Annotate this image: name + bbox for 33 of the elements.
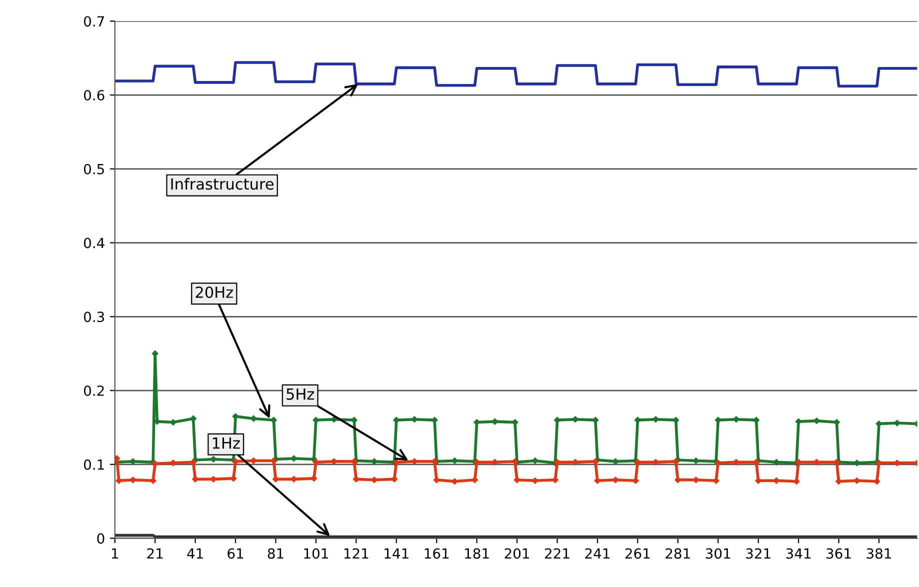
x-tick-label: 341 (786, 548, 810, 559)
x-tick-label: 261 (625, 548, 650, 559)
annotation: 1Hz (212, 437, 240, 449)
x-tick-label: 241 (585, 548, 610, 559)
line-series (114, 61, 918, 88)
annotation: 20Hz (196, 286, 233, 298)
y-tick-label: 0 (97, 533, 104, 544)
x-tick-label: 181 (465, 548, 489, 559)
y-tick-label: 0.7 (84, 16, 104, 27)
x-tick-label: 321 (746, 548, 770, 559)
x-tick-label: 361 (826, 548, 851, 559)
x-tick-label: 121 (344, 548, 368, 559)
annotation: Infrastructure (171, 178, 274, 190)
y-tick-label: 0.4 (84, 238, 104, 248)
x-tick-label: 301 (706, 548, 730, 559)
x-tick-label: 61 (228, 548, 244, 559)
x-tick-label: 81 (268, 548, 284, 559)
y-tick-label: 0.6 (84, 90, 104, 100)
x-tick-label: 41 (187, 548, 203, 559)
x-tick-label: 381 (866, 548, 891, 559)
x-tick-label: 161 (424, 548, 449, 559)
annotation: 5Hz (286, 388, 314, 400)
x-tick-label: 21 (147, 548, 163, 559)
y-tick-label: 0.3 (84, 312, 104, 322)
y-tick-label: 0.5 (84, 164, 104, 174)
x-tick-label: 281 (666, 548, 690, 559)
x-tick-label: 101 (304, 548, 328, 559)
y-tick-label: 0.1 (84, 459, 104, 470)
x-tick-label: 201 (504, 548, 529, 559)
y-tick-label: 0.2 (84, 385, 104, 396)
x-tick-label: 141 (384, 548, 408, 559)
x-tick-label: 1 (112, 548, 118, 559)
x-tick-label: 221 (545, 548, 570, 559)
